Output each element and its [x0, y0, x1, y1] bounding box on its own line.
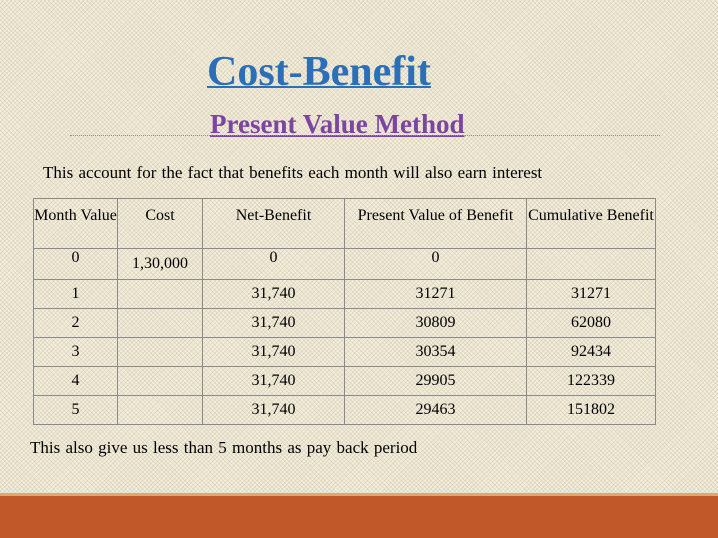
cell-cost: 1,30,000 [117, 248, 203, 280]
cell-net-benefit: 31,740 [202, 308, 345, 338]
header-month-value: Month Value [33, 198, 118, 249]
cell-cumulative: 122339 [526, 366, 656, 396]
cell-present-value: 29905 [344, 366, 527, 396]
header-cumulative-benefit: Cumulative Benefit [526, 198, 656, 249]
table-row: 3 31,740 30354 92434 [33, 337, 656, 367]
cell-net-benefit: 31,740 [202, 395, 345, 425]
table-row: 5 31,740 29463 151802 [33, 395, 656, 425]
table-header-row: Month Value Cost Net-Benefit Present Val… [33, 198, 656, 249]
cell-cost [117, 366, 203, 396]
cell-month: 2 [33, 308, 118, 338]
cell-net-benefit: 31,740 [202, 337, 345, 367]
cell-present-value: 29463 [344, 395, 527, 425]
cell-cumulative: 92434 [526, 337, 656, 367]
cell-cumulative [526, 248, 656, 280]
footer-band [0, 496, 718, 538]
closing-text: This also give us less than 5 months as … [30, 438, 418, 457]
cell-cost [117, 279, 203, 309]
cell-cost [117, 395, 203, 425]
cost-benefit-table: Month Value Cost Net-Benefit Present Val… [33, 198, 656, 425]
cell-cumulative: 62080 [526, 308, 656, 338]
cell-net-benefit: 31,740 [202, 279, 345, 309]
slide-subtitle: Present Value Method [210, 109, 465, 139]
cell-month: 5 [33, 395, 118, 425]
footer-band-highlight [0, 493, 718, 496]
header-net-benefit: Net-Benefit [202, 198, 345, 249]
header-present-value: Present Value of Benefit [344, 198, 527, 249]
cell-present-value: 31271 [344, 279, 527, 309]
cell-present-value: 0 [344, 248, 527, 280]
cell-net-benefit: 31,740 [202, 366, 345, 396]
table-row: 1 31,740 31271 31271 [33, 279, 656, 309]
slide-title: Cost-Benefit [207, 49, 431, 95]
cell-cumulative: 31271 [526, 279, 656, 309]
cell-net-benefit: 0 [202, 248, 345, 280]
cell-present-value: 30809 [344, 308, 527, 338]
table-row: 2 31,740 30809 62080 [33, 308, 656, 338]
cell-month: 0 [33, 248, 118, 280]
table-row: 4 31,740 29905 122339 [33, 366, 656, 396]
header-cost: Cost [117, 198, 203, 249]
cell-cost [117, 308, 203, 338]
cell-month: 1 [33, 279, 118, 309]
cost-value: 1,30,000 [132, 255, 188, 272]
cell-present-value: 30354 [344, 337, 527, 367]
divider [70, 135, 660, 136]
cell-month: 4 [33, 366, 118, 396]
cell-cumulative: 151802 [526, 395, 656, 425]
cell-cost [117, 337, 203, 367]
table-row: 0 1,30,000 0 0 [33, 248, 656, 280]
intro-text: This account for the fact that benefits … [43, 163, 543, 182]
cell-month: 3 [33, 337, 118, 367]
